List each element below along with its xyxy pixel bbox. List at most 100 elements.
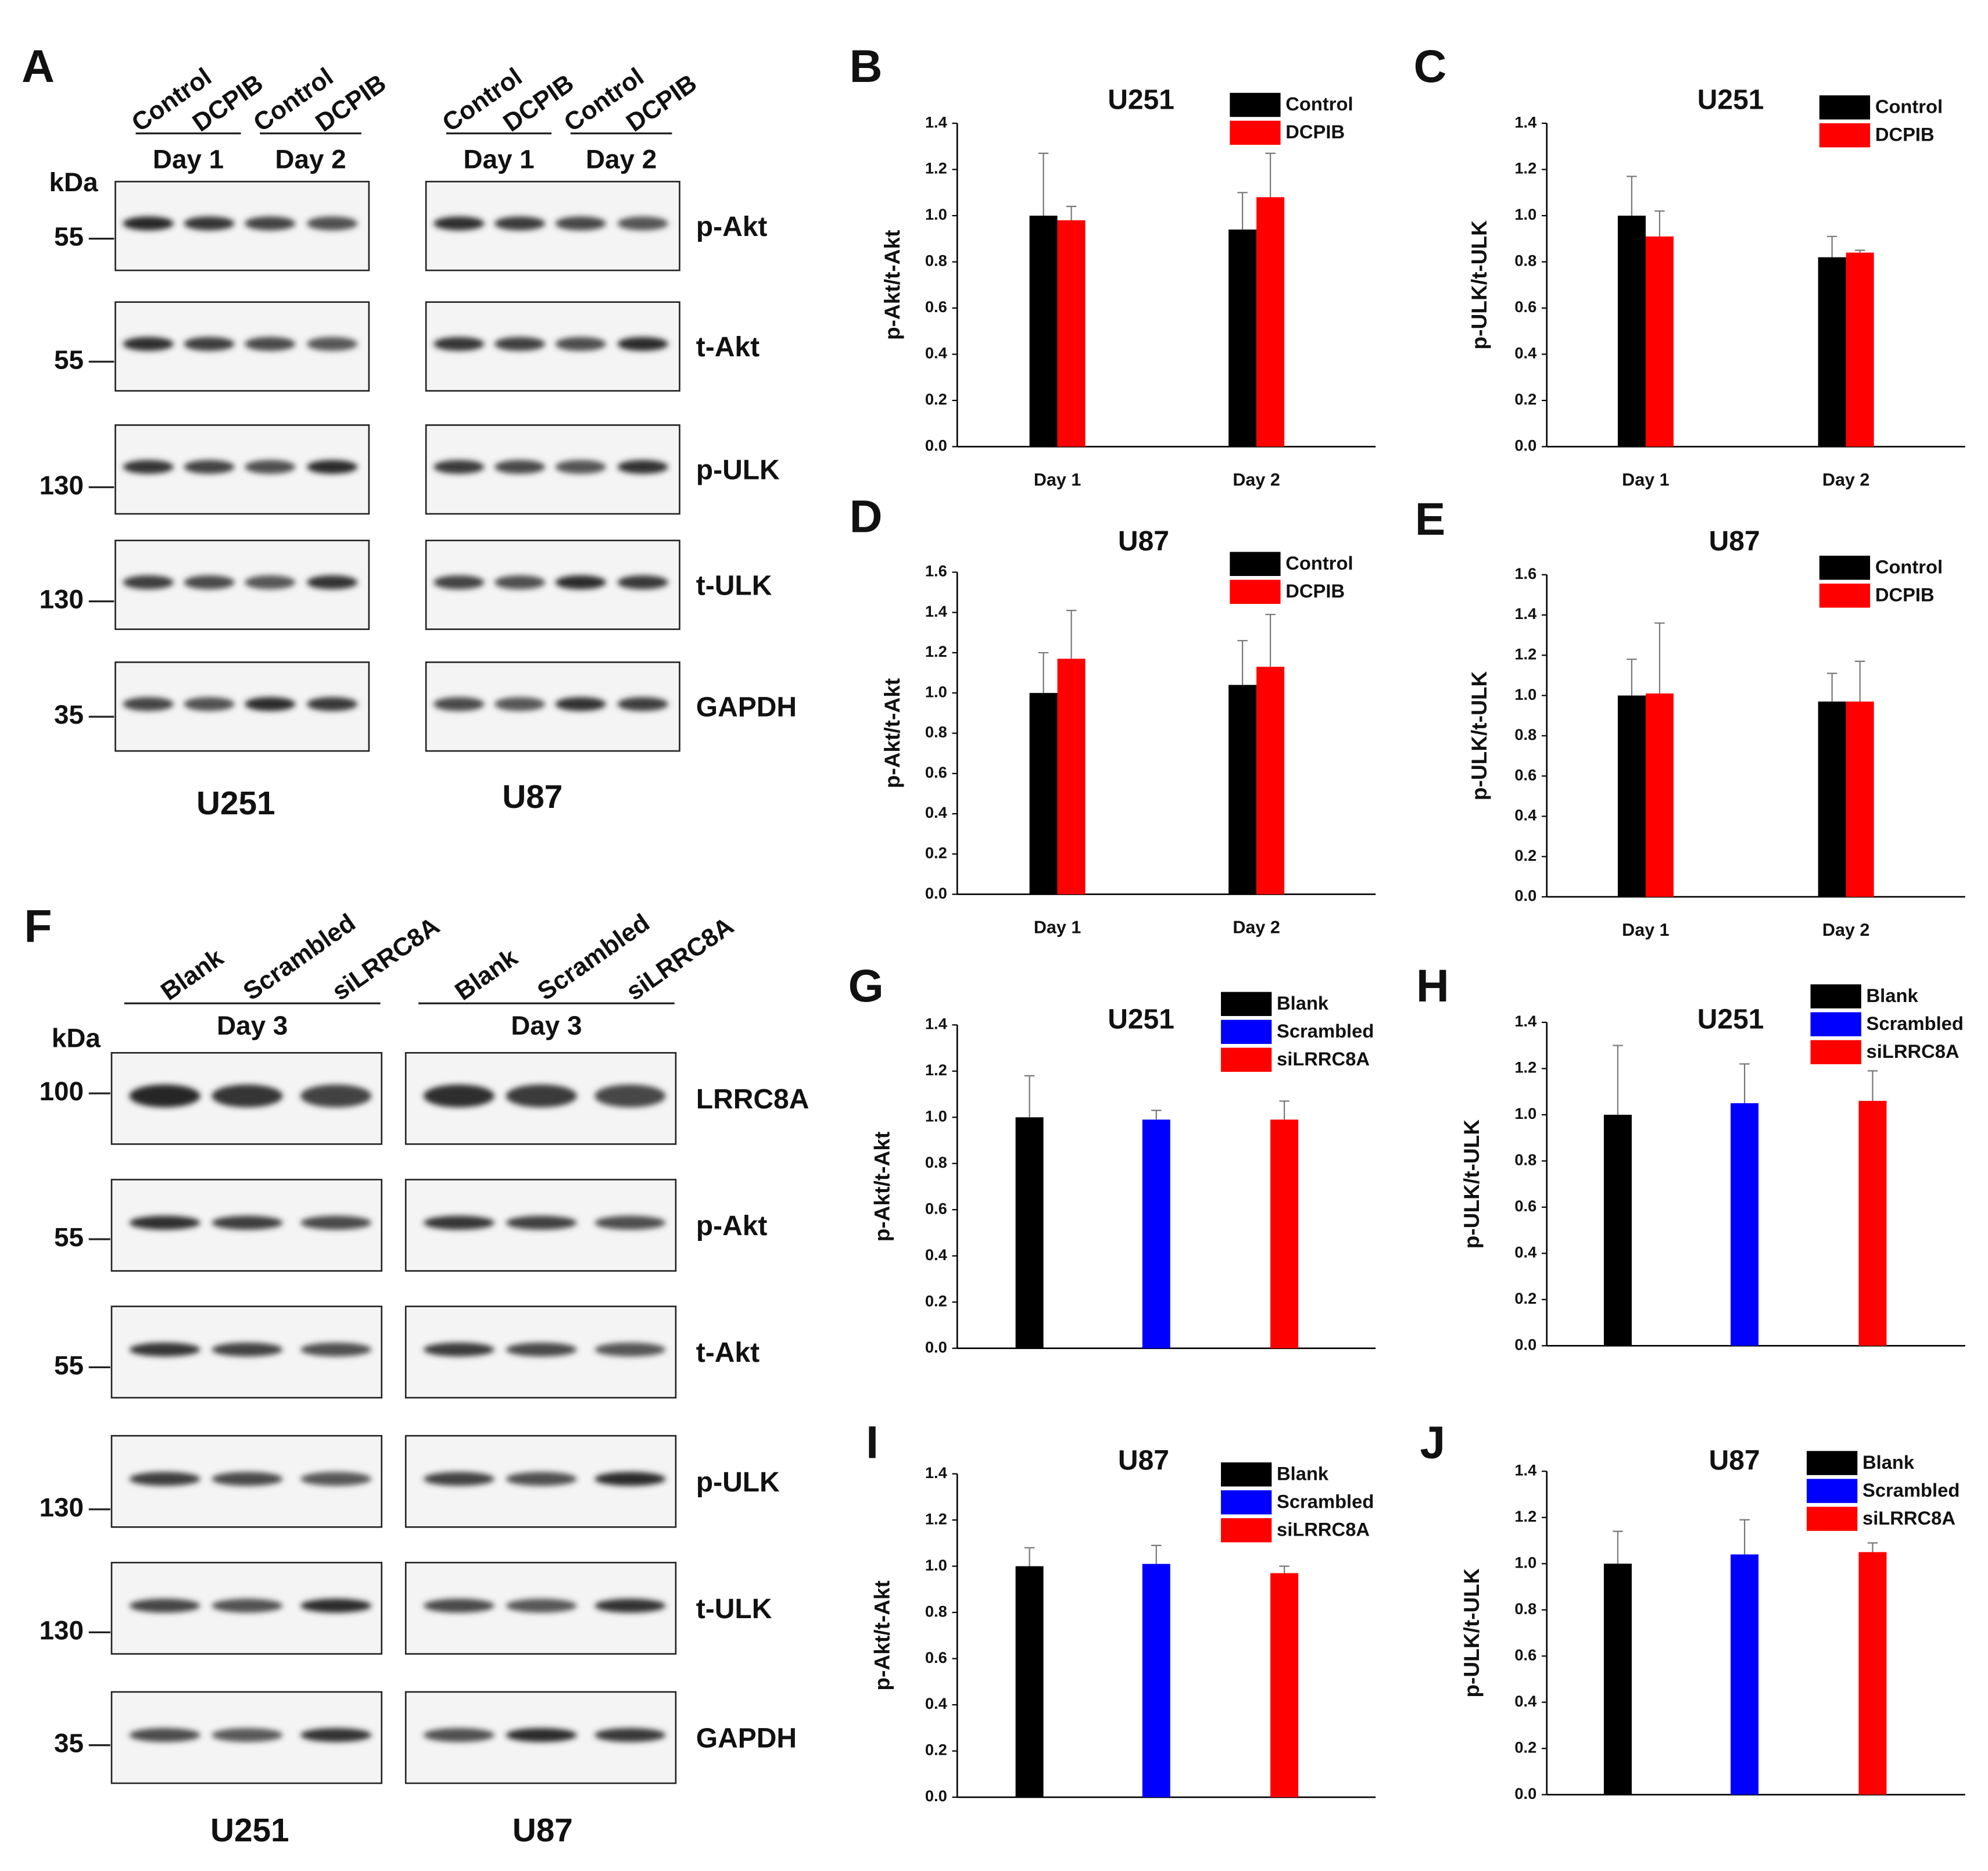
legend-swatch — [1807, 1451, 1858, 1475]
blot-band — [212, 1472, 283, 1486]
y-tick-label: 0.8 — [925, 1153, 947, 1171]
y-tick-label: 1.2 — [1514, 1507, 1536, 1525]
row-label: p-Akt — [696, 212, 768, 242]
kda-marker: 55 — [54, 345, 84, 374]
legend-label: Scrambled — [1277, 1490, 1374, 1512]
blot-band — [494, 460, 546, 474]
x-tick-label: Day 1 — [1034, 470, 1081, 489]
y-tick-label: 1.4 — [1514, 113, 1537, 131]
y-tick-label: 1.2 — [1514, 645, 1536, 663]
blot-band — [306, 697, 358, 711]
row-label: t-Akt — [696, 1337, 760, 1368]
y-tick-label: 0.0 — [1514, 1784, 1536, 1802]
blot-band — [506, 1084, 577, 1108]
row-label: LRRC8A — [696, 1084, 809, 1115]
legend-label: Control — [1875, 556, 1943, 578]
blot-band — [300, 1084, 372, 1108]
y-tick-label: 1.0 — [1514, 1104, 1536, 1122]
kda-marker: 55 — [54, 222, 84, 252]
y-tick-label: 1.0 — [1514, 205, 1536, 223]
y-tick-label: 1.2 — [925, 642, 947, 660]
y-tick-label: 1.4 — [925, 113, 948, 131]
day-label: Day 3 — [217, 1011, 288, 1040]
bar — [1029, 693, 1058, 895]
blot-band — [129, 1215, 200, 1230]
blot-band — [434, 697, 485, 711]
blot-band — [123, 337, 174, 351]
bar — [1270, 1119, 1299, 1348]
chart-title: U87 — [1709, 526, 1760, 557]
blot-band — [506, 1215, 577, 1230]
row-label: GAPDH — [696, 692, 797, 723]
legend-label: siLRRC8A — [1862, 1507, 1955, 1529]
chart-title: U87 — [1118, 1446, 1169, 1476]
y-tick-label: 0.2 — [925, 844, 947, 862]
y-axis-label: p-ULK/t-ULK — [1459, 1119, 1484, 1249]
legend-swatch — [1221, 992, 1272, 1017]
y-tick-label: 1.4 — [925, 1464, 948, 1482]
y-tick-label: 1.2 — [925, 159, 947, 177]
y-tick-label: 0.4 — [1514, 1692, 1537, 1710]
blot-band — [617, 337, 668, 351]
bar — [1858, 1552, 1887, 1795]
blot-band — [494, 216, 546, 231]
y-tick-label: 0.8 — [1514, 725, 1536, 743]
bar — [1645, 693, 1674, 897]
bar — [1142, 1564, 1170, 1798]
day-label: Day 2 — [275, 145, 346, 174]
kda-marker: 130 — [40, 585, 84, 614]
blot-band — [123, 697, 174, 711]
blot-band — [434, 337, 485, 351]
kda-marker: 35 — [54, 700, 84, 729]
legend-swatch — [1230, 92, 1281, 117]
y-tick-label: 1.4 — [1514, 1012, 1537, 1030]
bar — [1228, 229, 1257, 447]
y-tick-label: 0.0 — [925, 1787, 947, 1805]
bar — [1057, 659, 1086, 895]
blot-band — [434, 460, 485, 474]
y-tick-label: 1.0 — [925, 205, 947, 223]
bar — [1818, 257, 1846, 447]
chart-title: U251 — [1697, 1004, 1764, 1035]
y-axis-label: p-Akt/t-Akt — [880, 678, 904, 788]
cell-line-label: U251 — [210, 1812, 289, 1849]
y-tick-label: 1.4 — [1514, 604, 1537, 623]
blot-band — [306, 575, 358, 589]
day-label: Day 3 — [511, 1011, 582, 1040]
legend-label: siLRRC8A — [1277, 1048, 1370, 1069]
y-axis-label: p-Akt/t-Akt — [869, 1132, 894, 1242]
panel-letter: H — [1416, 960, 1449, 1011]
y-tick-label: 0.4 — [925, 1246, 948, 1264]
blot-band — [594, 1598, 666, 1613]
y-tick-label: 0.8 — [925, 252, 947, 270]
y-tick-label: 0.8 — [925, 723, 947, 741]
blot-band — [212, 1728, 283, 1743]
legend-label: DCPIB — [1285, 580, 1345, 602]
legend-label: Control — [1285, 552, 1353, 574]
blot-band — [494, 337, 546, 351]
y-tick-label: 0.4 — [925, 1694, 948, 1712]
bar — [1617, 695, 1646, 897]
blot-band — [594, 1728, 666, 1743]
y-tick-label: 0.4 — [1514, 1243, 1537, 1261]
cell-line-label: U251 — [196, 785, 275, 822]
y-axis-label: p-ULK/t-ULK — [1467, 671, 1491, 800]
y-tick-label: 1.2 — [925, 1509, 947, 1527]
chart-title: U251 — [1108, 1004, 1174, 1035]
y-tick-label: 0.6 — [925, 763, 947, 781]
y-tick-label: 0.6 — [925, 1648, 947, 1666]
chart-title: U87 — [1118, 526, 1169, 557]
blot-band — [306, 460, 358, 474]
kda-label: kDa — [52, 1024, 101, 1053]
kda-marker: 100 — [40, 1076, 84, 1106]
row-label: p-Akt — [696, 1211, 768, 1242]
blot-band — [212, 1084, 283, 1108]
kda-marker: 35 — [54, 1729, 84, 1758]
y-tick-label: 0.6 — [1514, 1197, 1536, 1215]
blot-band — [129, 1342, 200, 1357]
bar — [1731, 1554, 1759, 1795]
row-label: t-Akt — [696, 332, 760, 363]
blot-band — [423, 1598, 495, 1613]
